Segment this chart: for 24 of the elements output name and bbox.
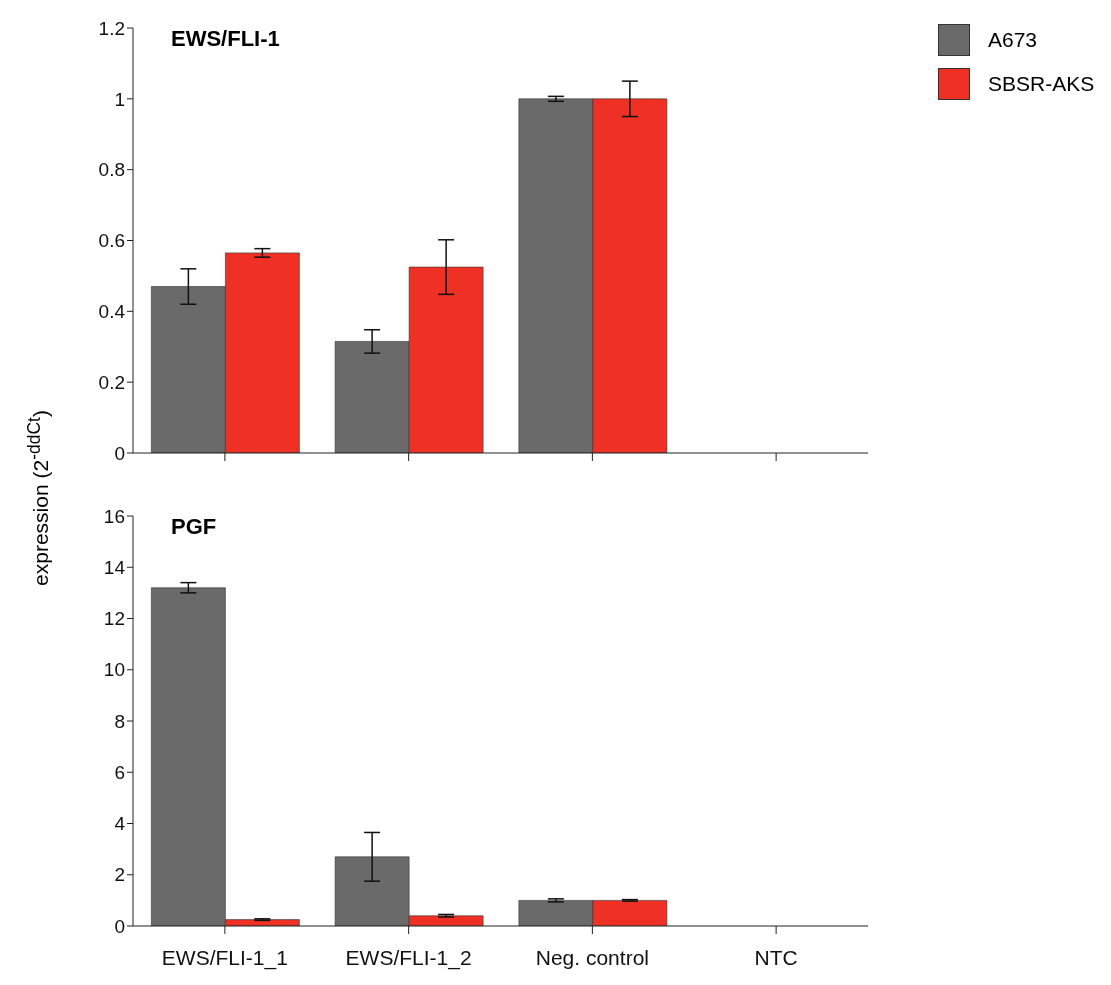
chart-title: EWS/FLI-1 [171,26,280,52]
y-tick-label: 1 [114,88,125,110]
x-tick-label: EWS/FLI-1_1 [161,945,288,970]
x-tick-label: NTC [754,945,798,969]
y-tick-label: 14 [103,556,126,578]
legend-label: SBSR-AKS [988,72,1095,96]
y-tick-label: 4 [114,813,126,835]
y-tick-label: 1.2 [98,17,125,39]
y-tick-label: 0 [114,442,125,464]
y-tick-label: 12 [103,608,125,630]
chart-title: PGF [171,514,217,540]
y-tick-label: 16 [103,505,125,527]
y-tick-label: 10 [103,659,125,681]
y-tick-label: 0.8 [98,159,125,181]
y-tick-label: 0.4 [98,301,126,323]
y-tick-label: 0.2 [98,371,125,393]
y-tick-label: 8 [114,710,125,732]
x-tick-label: Neg. control [535,945,649,969]
y-tick-label: 0 [114,915,125,937]
y-tick-label: 6 [114,761,125,783]
x-tick-label: EWS/FLI-1_2 [345,945,472,970]
legend-label: A673 [988,28,1038,52]
y-tick-label: 0.6 [98,230,125,252]
y-tick-label: 2 [114,864,125,886]
